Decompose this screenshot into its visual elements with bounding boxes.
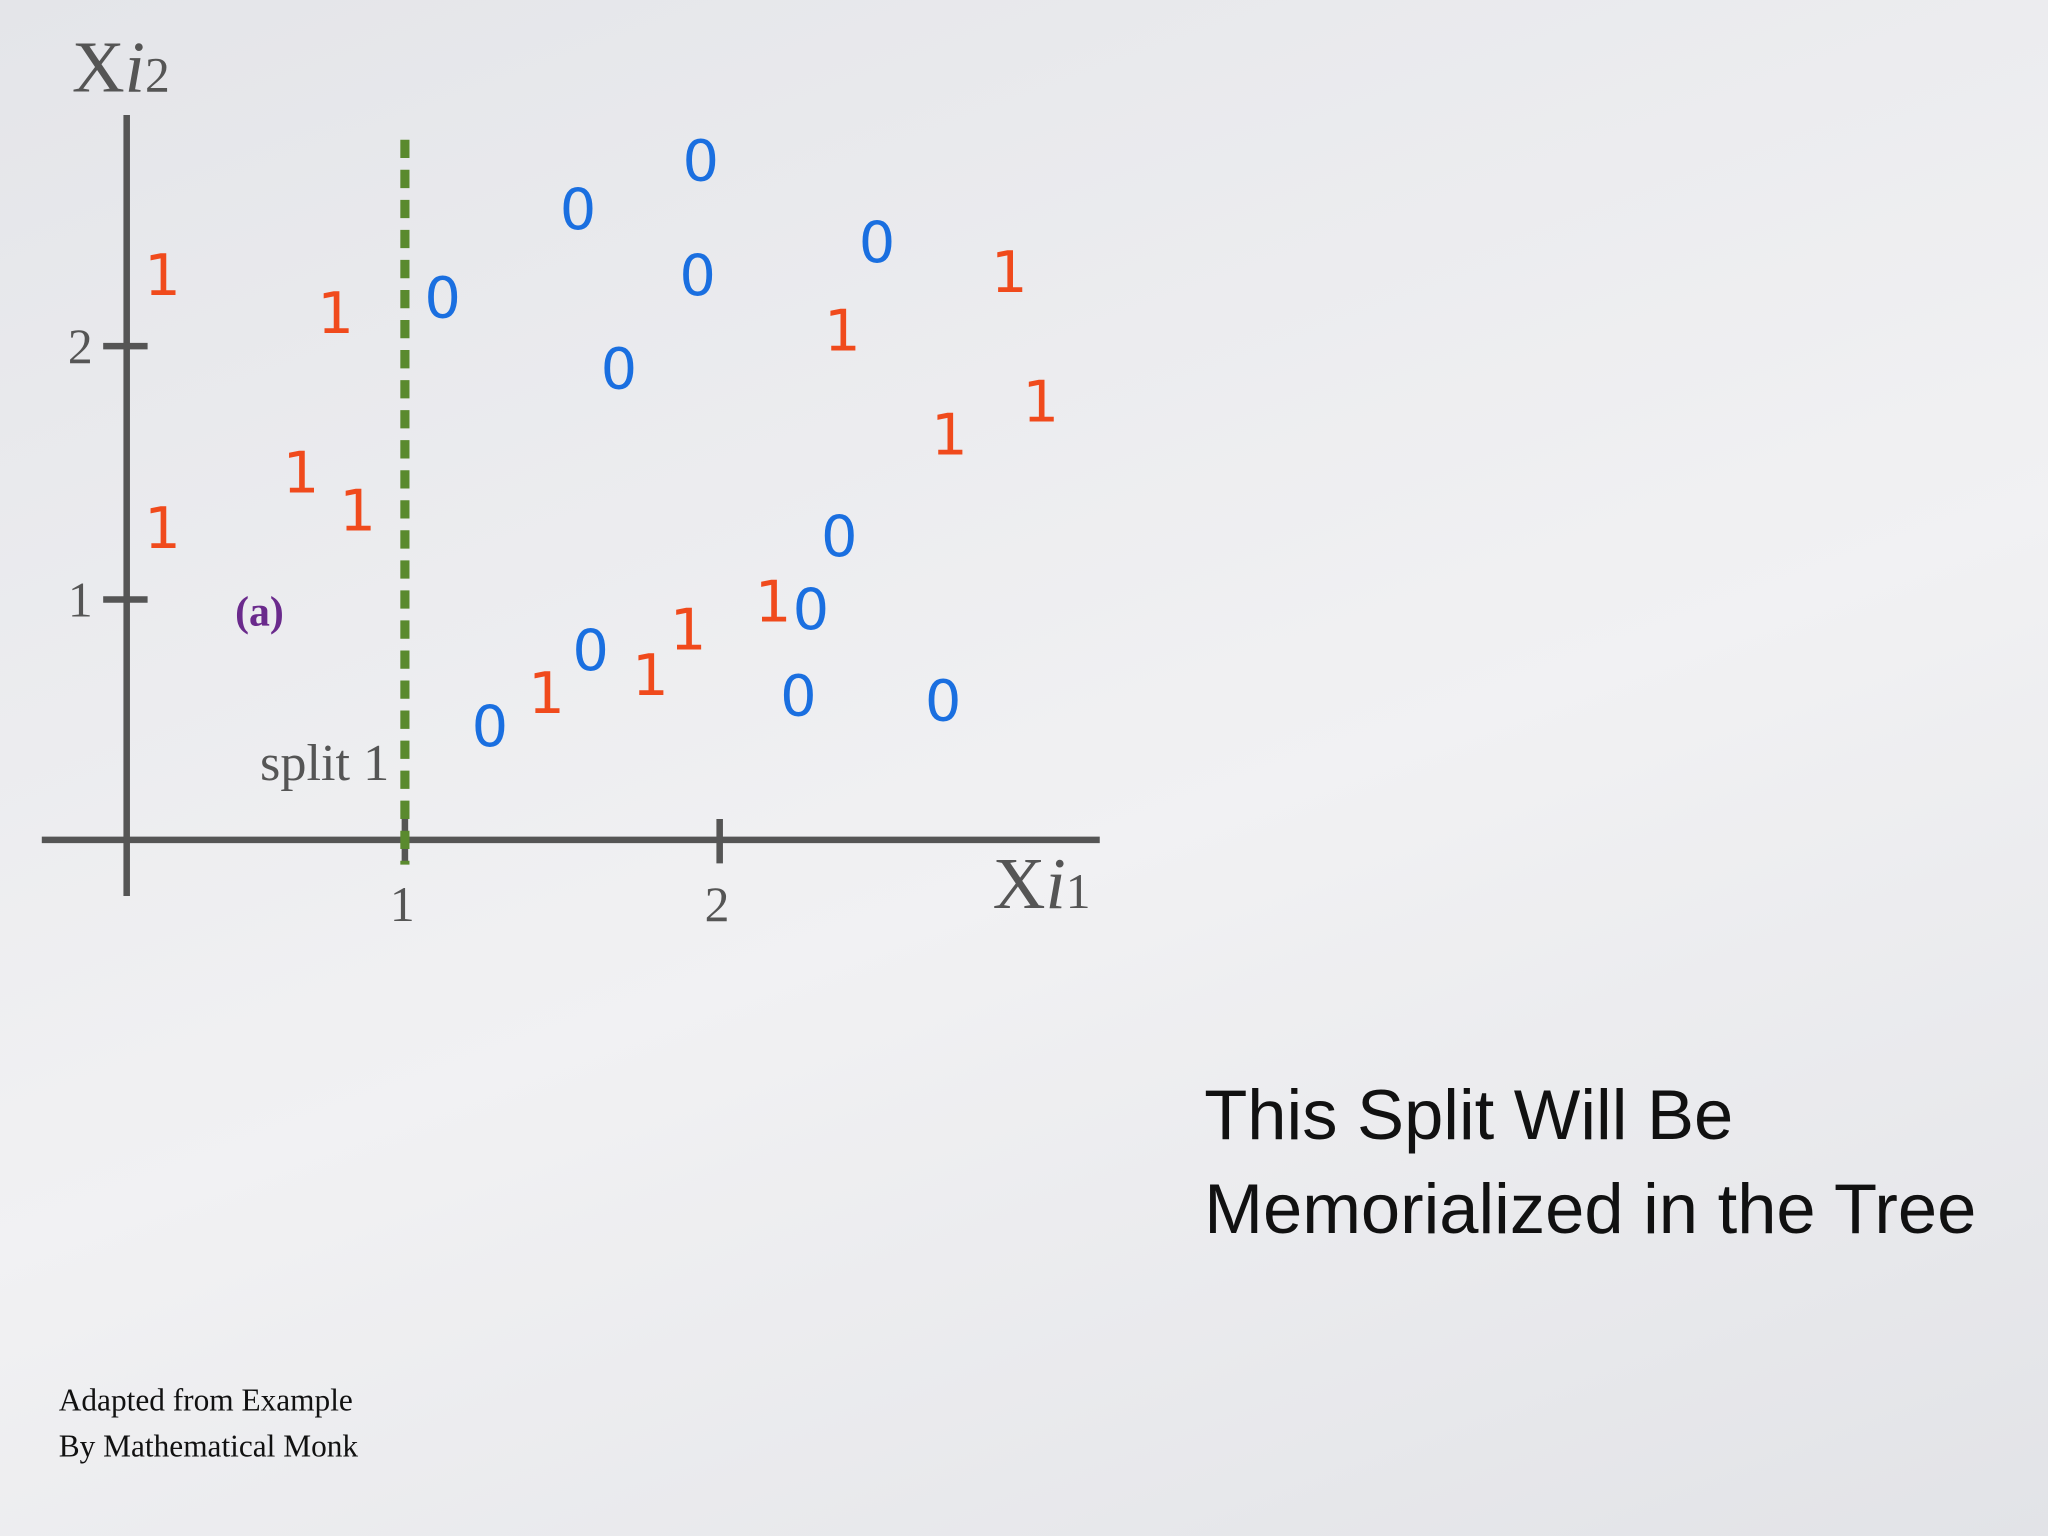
point-marker: 0 (780, 662, 817, 729)
point-marker: 0 (472, 693, 509, 760)
split-label: split 1 (260, 734, 389, 792)
point-marker: 0 (925, 667, 962, 734)
credit-line: Adapted from Example (59, 1383, 353, 1418)
point-marker: 1 (1022, 368, 1059, 435)
caption-line: Memorialized in the Tree (1204, 1169, 1976, 1248)
x-label-x: X (993, 843, 1046, 924)
x-tick-label: 2 (705, 877, 730, 932)
point-marker: 1 (755, 569, 792, 636)
x-tick-label: 1 (390, 877, 415, 932)
x-axis-label: Xi1 (993, 843, 1091, 924)
point-marker: 0 (560, 176, 597, 243)
point-marker: 0 (601, 336, 638, 403)
point-marker: 1 (144, 495, 181, 562)
point-marker: 0 (572, 617, 609, 684)
y-label-x: X (72, 26, 125, 107)
point-marker: 1 (670, 597, 707, 664)
point-marker: 1 (144, 242, 181, 309)
point-marker: 0 (683, 128, 720, 195)
point-marker: 0 (859, 209, 896, 276)
point-marker: 1 (991, 239, 1028, 306)
point-marker: 1 (824, 298, 861, 365)
point-marker: 0 (679, 242, 716, 309)
point-marker: 0 (821, 503, 858, 570)
y-label-sub: 2 (145, 47, 170, 102)
y-tick-label: 2 (68, 319, 93, 374)
point-marker: 1 (339, 477, 376, 544)
panel-label: (a) (235, 590, 284, 636)
point-marker: 0 (793, 576, 830, 643)
y-label-i: i (125, 26, 145, 107)
point-marker: 1 (283, 439, 320, 506)
point-marker: 1 (528, 660, 565, 727)
point-marker: 0 (424, 265, 461, 332)
point-marker: 1 (317, 280, 354, 347)
point-marker: 1 (931, 401, 968, 468)
x-label-sub: 1 (1066, 864, 1091, 919)
x-label-i: i (1045, 843, 1065, 924)
caption-line: This Split Will Be (1204, 1075, 1733, 1154)
point-marker: 1 (632, 642, 669, 709)
y-tick-label: 1 (68, 572, 93, 627)
y-axis-label: Xi2 (72, 26, 170, 107)
credit-line: By Mathematical Monk (59, 1428, 359, 1463)
